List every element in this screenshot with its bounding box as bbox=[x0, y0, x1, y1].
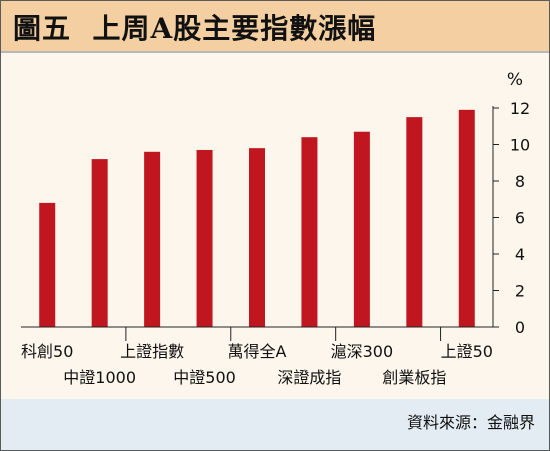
bar-4 bbox=[249, 148, 265, 327]
y-tick-label: 4 bbox=[515, 245, 525, 264]
x-category-label: 萬得全A bbox=[228, 342, 287, 361]
y-tick-label: 10 bbox=[510, 136, 530, 155]
x-category-label: 滬深300 bbox=[331, 342, 394, 361]
x-category-label: 深證成指 bbox=[277, 368, 341, 387]
x-category-label: 上證50 bbox=[441, 342, 493, 361]
bar-3 bbox=[196, 149, 213, 327]
source-note: 資料來源：金融界 bbox=[406, 413, 535, 432]
bar-0 bbox=[39, 202, 56, 327]
y-tick-label: 12 bbox=[510, 99, 530, 118]
y-tick-label: 2 bbox=[515, 282, 525, 301]
y-tick-label: 8 bbox=[515, 172, 525, 191]
x-category-label: 創業板指 bbox=[382, 368, 446, 387]
bar-series bbox=[39, 109, 475, 327]
y-tick-label: 6 bbox=[515, 209, 525, 228]
title-bar: 圖五 上周A股主要指數漲幅 bbox=[1, 1, 549, 51]
x-axis-ticks bbox=[125, 327, 442, 341]
y-axis-ticks: 0 2 4 6 8 10 12 bbox=[493, 99, 530, 337]
x-category-label: 中證1000 bbox=[63, 368, 136, 387]
x-category-label: 中證500 bbox=[173, 368, 236, 387]
bar-6 bbox=[353, 131, 370, 327]
x-category-label: 科創50 bbox=[21, 342, 73, 361]
title-divider bbox=[1, 51, 549, 53]
bar-8 bbox=[458, 109, 475, 327]
chart-title: 圖五 上周A股主要指數漲幅 bbox=[13, 12, 377, 45]
x-category-label: 上證指數 bbox=[120, 342, 184, 361]
bar-5 bbox=[301, 137, 318, 327]
y-axis-unit: % bbox=[507, 70, 523, 90]
bar-7 bbox=[406, 117, 423, 327]
bar-1 bbox=[91, 159, 108, 327]
y-tick-label: 0 bbox=[515, 318, 525, 337]
bar-2 bbox=[144, 151, 161, 327]
footer: 資料來源：金融界 bbox=[1, 399, 549, 450]
